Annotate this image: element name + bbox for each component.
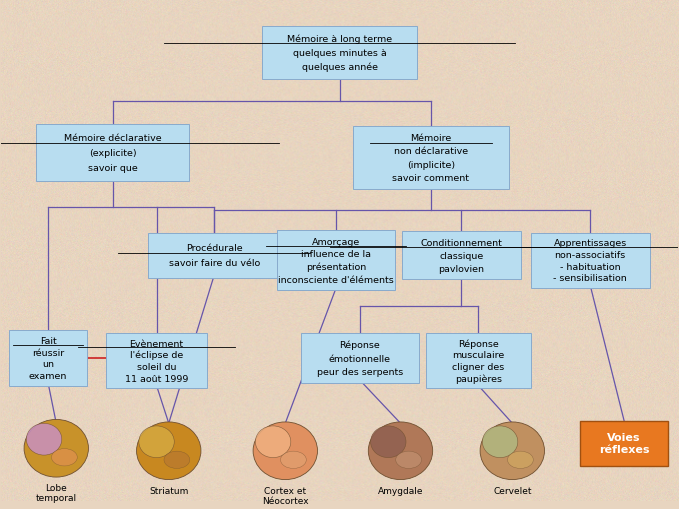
Text: - habituation: - habituation [560, 262, 621, 271]
Text: Evènement: Evènement [130, 339, 183, 348]
Text: Mémoire à long terme: Mémoire à long terme [287, 34, 392, 44]
Text: non-associatifs: non-associatifs [555, 250, 626, 260]
Text: quelques minutes à: quelques minutes à [293, 49, 386, 58]
Text: Procédurale: Procédurale [186, 244, 242, 253]
FancyBboxPatch shape [580, 421, 668, 466]
Text: savoir que: savoir que [88, 164, 137, 173]
Text: Mémoire déclarative: Mémoire déclarative [64, 134, 162, 143]
Text: influence de la: influence de la [301, 250, 371, 259]
Text: Fait: Fait [40, 336, 56, 346]
FancyBboxPatch shape [261, 27, 418, 79]
Text: inconsciente d'éléments: inconsciente d'éléments [278, 275, 394, 285]
Text: réussir: réussir [32, 348, 65, 357]
Text: non déclarative: non déclarative [394, 147, 468, 156]
Ellipse shape [253, 422, 318, 479]
FancyBboxPatch shape [36, 125, 189, 182]
Text: Conditionnement: Conditionnement [420, 238, 502, 247]
Text: Striatum: Striatum [149, 486, 189, 495]
Text: (explicite): (explicite) [89, 149, 136, 158]
Text: Réponse: Réponse [458, 338, 499, 348]
FancyBboxPatch shape [531, 233, 650, 288]
Ellipse shape [482, 426, 518, 458]
Text: Cervelet: Cervelet [493, 486, 532, 495]
Text: cligner des: cligner des [452, 362, 504, 371]
FancyBboxPatch shape [9, 331, 87, 386]
Text: Réponse: Réponse [340, 340, 380, 350]
FancyBboxPatch shape [353, 127, 509, 189]
FancyBboxPatch shape [277, 231, 395, 291]
Text: Apprentissages: Apprentissages [553, 239, 627, 248]
Text: l'éclipse de: l'éclipse de [130, 350, 183, 360]
Text: quelques année: quelques année [301, 63, 378, 72]
Ellipse shape [139, 426, 175, 458]
Ellipse shape [24, 419, 88, 477]
Text: Amorçage: Amorçage [312, 237, 361, 246]
Text: émotionnelle: émotionnelle [329, 354, 391, 363]
Ellipse shape [52, 449, 77, 466]
Text: soleil du: soleil du [136, 362, 177, 371]
Text: un: un [42, 360, 54, 369]
Text: classique: classique [439, 251, 483, 260]
Text: - sensibilisation: - sensibilisation [553, 274, 627, 282]
Text: savoir comment: savoir comment [392, 174, 469, 183]
FancyBboxPatch shape [148, 233, 280, 278]
Text: (implicite): (implicite) [407, 160, 455, 169]
Ellipse shape [280, 451, 306, 468]
Text: peur des serpents: peur des serpents [316, 367, 403, 376]
Text: 11 août 1999: 11 août 1999 [125, 374, 188, 383]
Ellipse shape [480, 422, 545, 479]
Ellipse shape [368, 422, 433, 479]
FancyBboxPatch shape [426, 333, 531, 388]
Text: musculaire: musculaire [452, 351, 504, 359]
Ellipse shape [507, 451, 533, 468]
Ellipse shape [136, 422, 201, 479]
Text: savoir faire du vélo: savoir faire du vélo [168, 259, 260, 268]
FancyBboxPatch shape [301, 334, 419, 383]
Text: paupières: paupières [455, 374, 502, 383]
Text: Lobe
temporal: Lobe temporal [36, 483, 77, 502]
Text: Voies
réflexes: Voies réflexes [599, 433, 649, 454]
Text: Mémoire: Mémoire [410, 134, 452, 143]
Ellipse shape [26, 423, 62, 455]
Text: présentation: présentation [306, 263, 366, 272]
Text: Amygdale: Amygdale [378, 486, 423, 495]
Text: examen: examen [29, 371, 67, 380]
Text: Cortex et
Néocortex: Cortex et Néocortex [262, 486, 308, 505]
FancyBboxPatch shape [402, 232, 521, 279]
FancyBboxPatch shape [106, 333, 207, 388]
Ellipse shape [371, 426, 406, 458]
Ellipse shape [255, 426, 291, 458]
Text: pavlovien: pavlovien [439, 264, 485, 273]
Ellipse shape [164, 451, 189, 468]
Ellipse shape [396, 451, 422, 468]
